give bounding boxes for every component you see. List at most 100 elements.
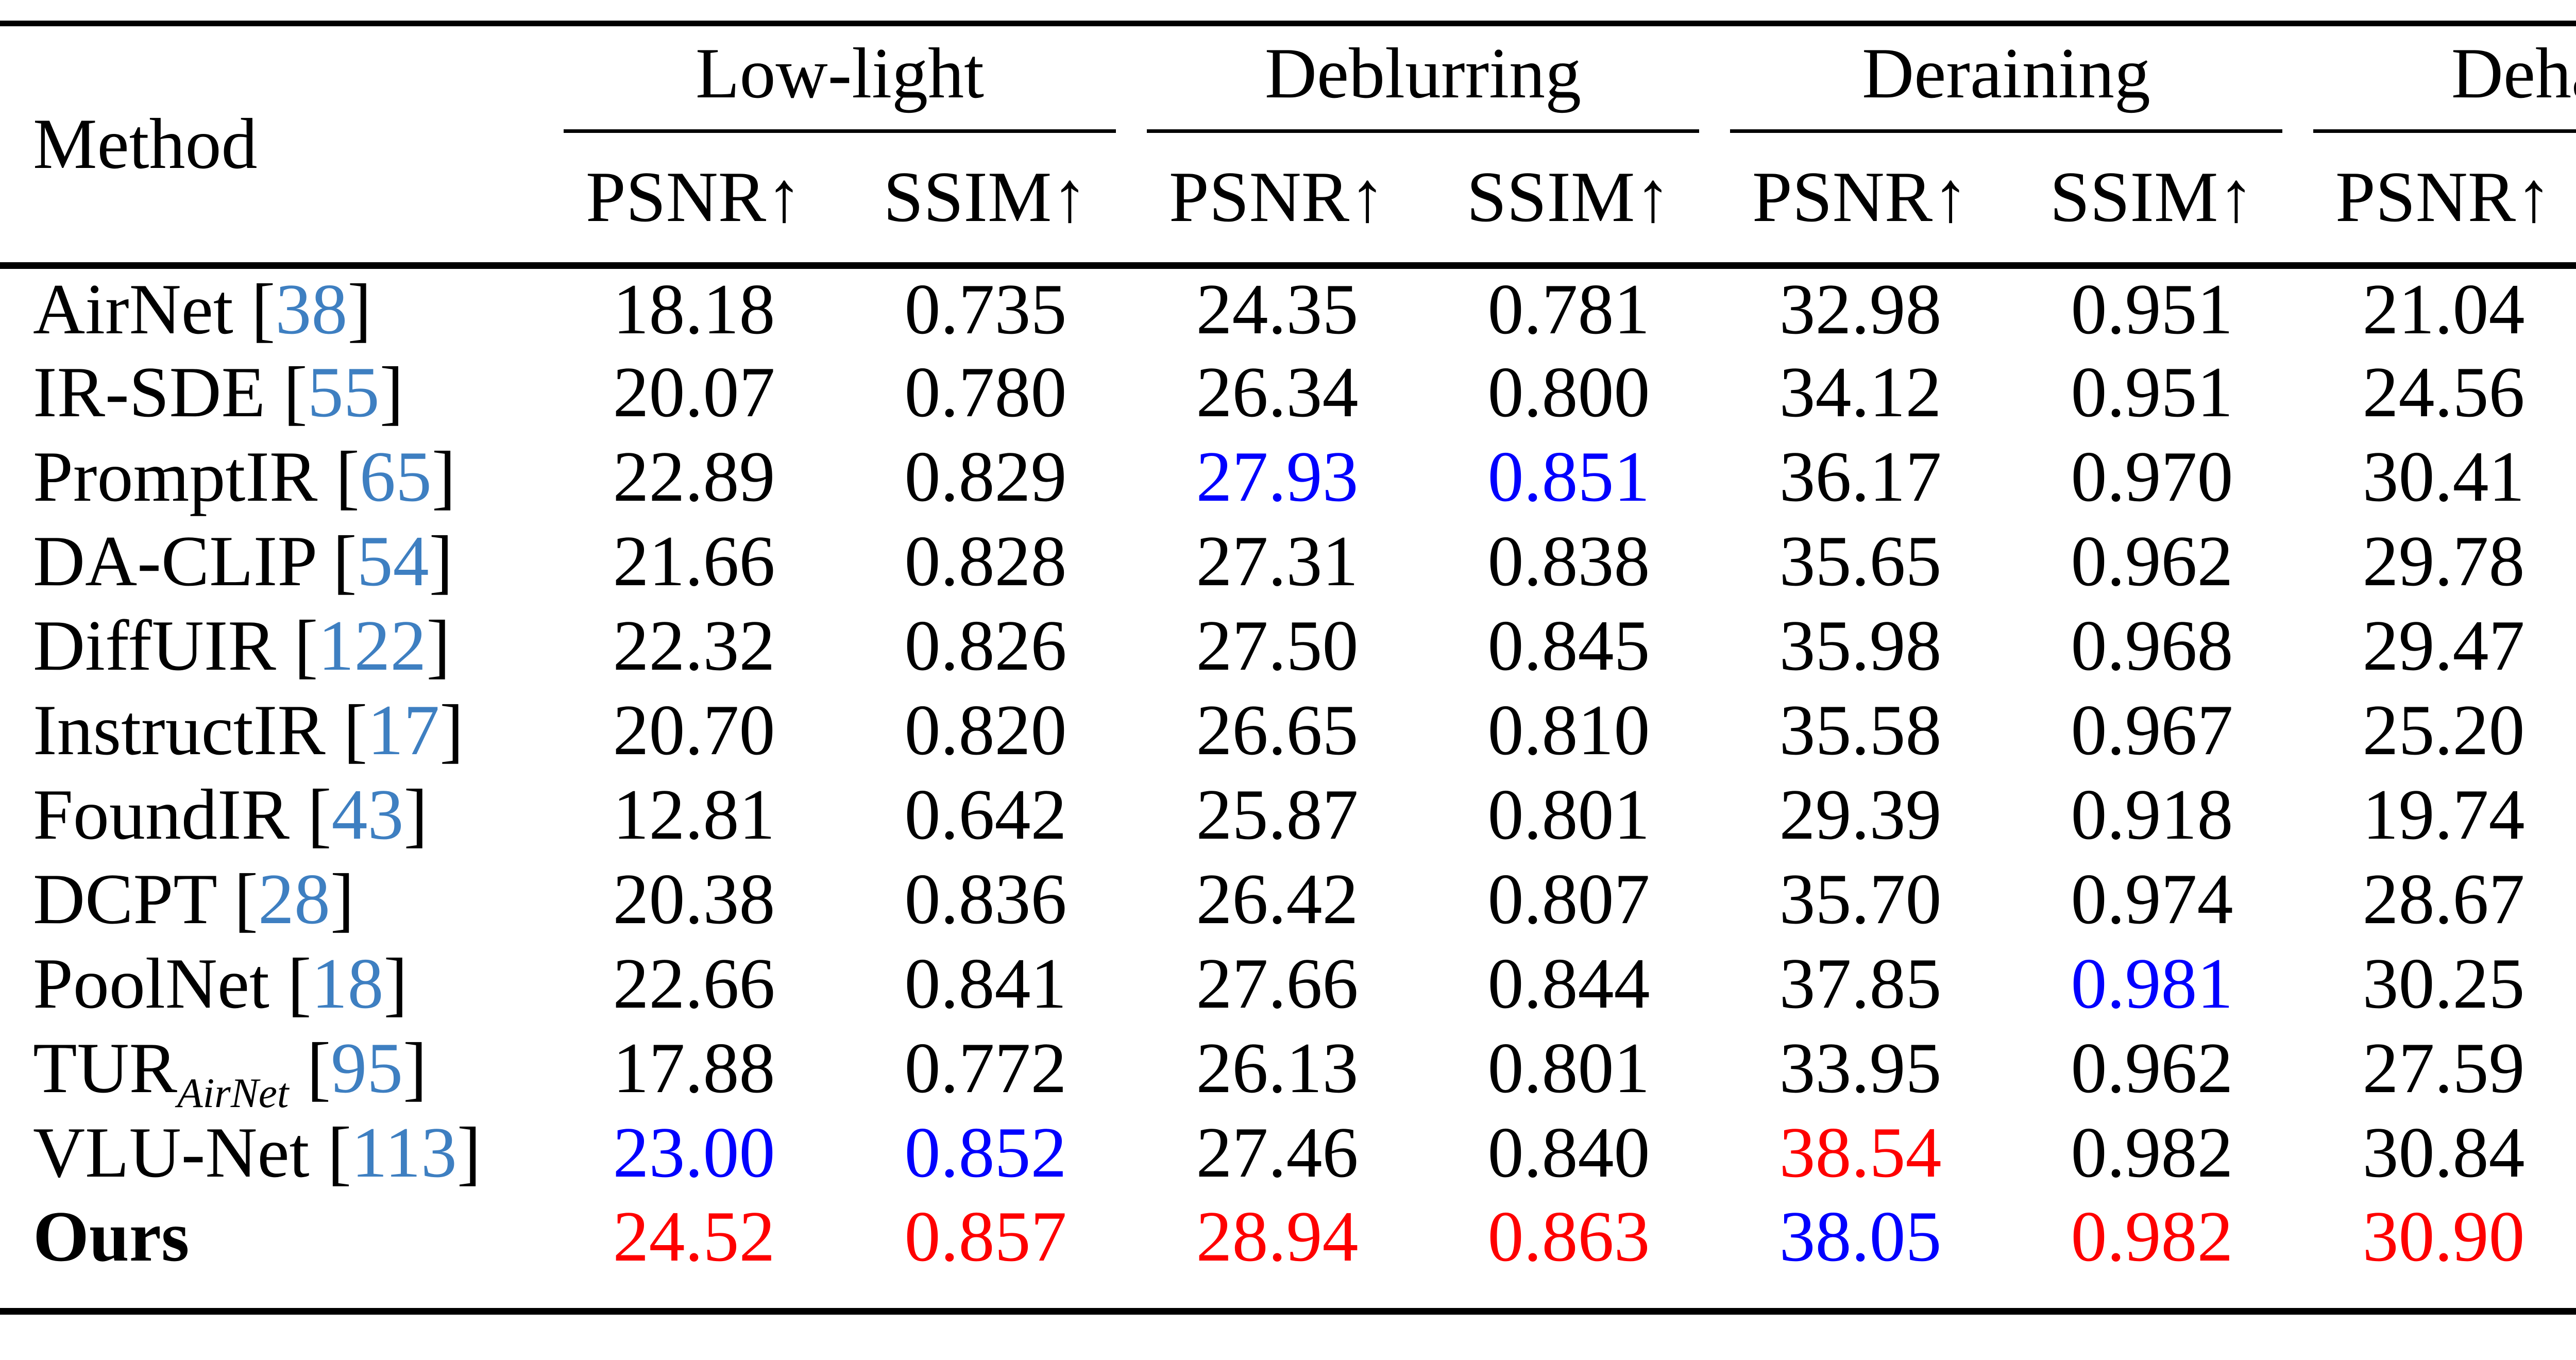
value-cell: 25.87 [1196,774,1359,855]
value-cell: 35.58 [1779,690,1942,770]
table-row: FoundIR [43] 12.81 0.642 25.87 0.801 29.39 0.9… [0,773,2576,857]
value-cell: 0.857 [904,1196,1067,1277]
value-cell: 0.841 [904,943,1067,1024]
metric-header-ssim: SSIM↑ [2049,157,2255,237]
method-name: PoolNet [33,943,269,1024]
results-table: Method Low-light Deblurring Deraining De… [0,21,2576,1315]
table-row: PromptIR [65] 22.89 0.829 27.93 0.851 36.17 0.… [0,435,2576,519]
value-cell: 0.780 [904,352,1067,432]
metric-header-row: PSNR↑ SSIM↑ PSNR↑ SSIM↑ PSNR↑ SSIM↑ PSNR… [0,133,2576,266]
method-cell: PromptIR [65] [33,436,456,517]
value-cell: 35.70 [1779,859,1942,939]
value-cell: 22.89 [613,436,775,517]
value-cell: 33.95 [1779,1028,1942,1108]
table-row: IR-SDE [55] 20.07 0.780 26.34 0.800 34.12 0.95… [0,350,2576,435]
citation-link[interactable]: 65 [359,436,432,517]
table-row: Ours24.520.85728.940.86338.050.98230.900… [0,1195,2576,1312]
group-header-deblurring: Deblurring [1131,24,1715,133]
value-cell: 0.781 [1423,262,1715,350]
group-header-deraining: Deraining [1715,24,2298,133]
citation-link[interactable]: 18 [311,943,384,1024]
value-cell: 0.807 [1487,859,1650,939]
citation-link[interactable]: 28 [258,859,330,939]
value-cell: 0.982 [2071,1112,2233,1193]
value-cell: 0.820 [904,690,1067,770]
value-cell: 0.981 [2071,943,2233,1024]
value-cell: 26.13 [1196,1028,1359,1108]
value-cell: 22.66 [613,943,775,1024]
value-cell: 21.66 [613,521,775,601]
value-cell: 27.31 [1196,521,1359,601]
method-name: PromptIR [33,436,318,517]
method-cell: TURAirNet [95] [33,1028,427,1116]
group-underline: Deraining [1730,37,2283,133]
value-cell: 0.801 [1487,774,1650,855]
group-underline: Deblurring [1147,37,1699,133]
value-cell: 0.951 [2006,262,2298,350]
table-row: DiffUIR [122] 22.32 0.826 27.50 0.845 35.98 0.… [0,604,2576,688]
value-cell: 0.968 [2071,605,2233,686]
citation-link[interactable]: 95 [331,1028,403,1108]
value-cell: 0.970 [2071,436,2233,517]
table-body: AirNet [38] 18.18 0.735 24.35 0.781 32.98 0.95… [0,262,2576,1312]
method-cell: InstructIR [17] [33,690,464,770]
value-cell: 27.66 [1196,943,1359,1024]
method-cell: PoolNet [18] [33,943,408,1024]
method-name: AirNet [33,269,233,349]
method-name: InstructIR [33,690,326,770]
value-cell: 24.35 [1131,262,1423,350]
group-label-dehazing: Dehazing [2451,33,2576,113]
value-cell: 0.800 [1487,352,1650,432]
method-name: Ours [33,1196,190,1277]
value-cell: 0.974 [2071,859,2233,939]
value-cell: 17.88 [613,1028,775,1108]
value-cell: 23.00 [613,1112,775,1193]
citation-link[interactable]: 113 [351,1112,457,1193]
method-name: TUR [33,1028,177,1108]
group-label-lowlight: Low-light [696,33,984,113]
value-cell: 0.844 [1487,943,1650,1024]
value-cell: 0.838 [1487,521,1650,601]
method-cell: IR-SDE [55] [33,352,404,432]
citation-link[interactable]: 55 [307,352,380,432]
citation-link[interactable]: 43 [331,774,404,855]
metric-header-ssim: SSIM↑ [883,157,1088,237]
value-cell: 34.12 [1779,352,1942,432]
citation-link[interactable]: 38 [275,269,348,349]
group-header-row: Method Low-light Deblurring Deraining De… [0,24,2576,180]
value-cell: 0.962 [2071,521,2233,601]
method-name: IR-SDE [33,352,266,432]
table-row: VLU-Net [113] 23.00 0.852 27.46 0.840 38.54 0.… [0,1111,2576,1195]
method-cell: DiffUIR [122] [33,605,451,686]
value-cell: 27.46 [1196,1112,1359,1193]
value-cell: 26.65 [1196,690,1359,770]
citation-link[interactable]: 122 [318,605,427,686]
value-cell: 36.17 [1779,436,1942,517]
value-cell: 0.982 [2071,1196,2233,1277]
value-cell: 0.772 [904,1028,1067,1108]
value-cell: 30.25 [2362,943,2525,1024]
group-underline: Dehazing [2313,37,2576,133]
metric-header-psnr: PSNR↑ [1168,157,1386,237]
method-cell: DA-CLIP [54] [33,521,453,601]
table-row: DCPT [28] 20.38 0.836 26.42 0.807 35.70 0.974 2… [0,857,2576,942]
value-cell: 27.93 [1196,436,1359,517]
value-cell: 18.18 [548,262,840,350]
value-cell: 28.67 [2362,859,2525,939]
citation-link[interactable]: 17 [367,690,440,770]
method-cell: DCPT [28] [33,859,354,939]
value-cell: 26.42 [1196,859,1359,939]
value-cell: 0.801 [1487,1028,1650,1108]
table-row: AirNet [38] 18.18 0.735 24.35 0.781 32.98 0.95… [0,262,2576,350]
value-cell: 21.04 [2298,262,2576,350]
table-row: DA-CLIP [54] 21.66 0.828 27.31 0.838 35.65 0.9… [0,519,2576,604]
value-cell: 0.863 [1487,1196,1650,1277]
group-label-deblurring: Deblurring [1264,33,1582,113]
value-cell: 37.85 [1779,943,1942,1024]
value-cell: 28.94 [1196,1196,1359,1277]
citation-link[interactable]: 54 [357,521,429,601]
metric-header-psnr: PSNR↑ [2335,157,2552,237]
method-name: DCPT [33,859,216,939]
value-cell: 20.70 [613,690,775,770]
